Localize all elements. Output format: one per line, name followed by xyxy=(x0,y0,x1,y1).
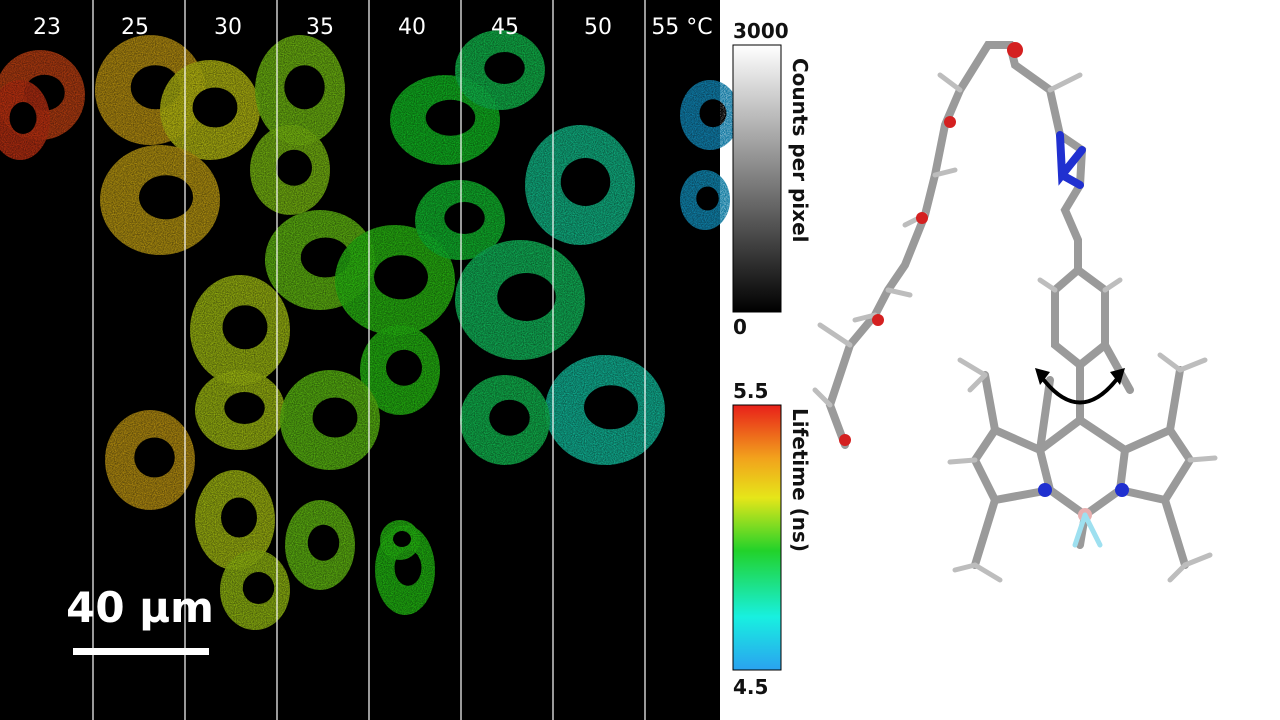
intensity-title: Counts per pixel xyxy=(788,58,812,243)
nucleus xyxy=(221,497,257,538)
temperature-label: 55 °C xyxy=(651,15,712,40)
nucleus xyxy=(425,99,476,136)
temperature-label: 35 xyxy=(306,15,334,40)
nucleus xyxy=(276,149,312,186)
nucleus xyxy=(497,273,556,321)
temperature-label: 40 xyxy=(398,15,426,40)
temperature-label: 25 xyxy=(121,15,149,40)
scale-bar-label: 40 µm xyxy=(66,583,214,632)
intensity-min: 0 xyxy=(733,315,747,339)
lifetime-max: 5.5 xyxy=(733,379,768,403)
nucleus xyxy=(139,175,193,220)
dividers xyxy=(92,0,646,720)
nucleus xyxy=(307,524,340,561)
temperature-label: 50 xyxy=(584,15,612,40)
intensity-max: 3000 xyxy=(733,19,789,43)
nucleus xyxy=(393,531,411,547)
nucleus xyxy=(484,52,525,84)
nucleus xyxy=(584,385,638,430)
molecule xyxy=(812,41,1218,583)
temperature-label: 30 xyxy=(214,15,242,40)
nucleus xyxy=(284,65,325,110)
lifetime-title: Lifetime (ns) xyxy=(788,408,812,552)
nucleus xyxy=(489,399,530,436)
nucleus xyxy=(560,158,611,206)
nucleus xyxy=(222,305,268,350)
temperature-label: 23 xyxy=(33,15,61,40)
temperature-label: 45 xyxy=(491,15,519,40)
nucleus xyxy=(224,392,265,424)
nucleus xyxy=(699,99,727,128)
nucleus xyxy=(242,572,275,604)
nucleus xyxy=(444,202,485,234)
nucleus xyxy=(386,349,422,386)
scale-bar xyxy=(73,648,209,655)
lifetime-colorbar xyxy=(732,404,782,671)
nucleus xyxy=(374,255,428,300)
nucleus xyxy=(9,102,37,134)
intensity-colorbar xyxy=(732,44,782,313)
lifetime-min: 4.5 xyxy=(733,675,768,699)
nucleus xyxy=(312,397,358,438)
cells xyxy=(0,30,740,630)
nucleus xyxy=(134,437,175,478)
nucleus xyxy=(696,186,719,211)
nucleus xyxy=(192,87,238,128)
temperature-labels: 23 25 30 35 40 45 50 55 °C xyxy=(33,15,713,40)
